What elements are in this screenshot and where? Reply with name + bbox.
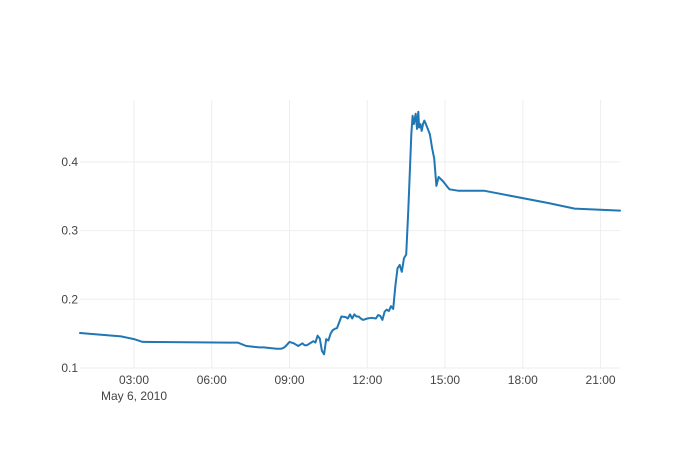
x-tick-label: 09:00: [275, 373, 305, 387]
series-line: [79, 110, 621, 356]
x-tick-sublabel: May 6, 2010: [101, 389, 167, 403]
x-tick-label: 15:00: [430, 373, 460, 387]
x-tick-label: 12:00: [352, 373, 382, 387]
x-tick-label: 03:00: [119, 373, 149, 387]
y-tick-label: 0.1: [61, 361, 78, 375]
axes: 03:00 May 6, 2010 06:00 09:00 12:00 15:00 18:0…: [61, 155, 616, 403]
x-tick-label: 06:00: [197, 373, 227, 387]
y-tick-label: 0.4: [61, 155, 78, 169]
x-tick-label: 21:00: [586, 373, 616, 387]
series-layer: [79, 110, 621, 356]
y-tick-label: 0.2: [61, 292, 78, 306]
x-tick-label: 18:00: [508, 373, 538, 387]
grid: [80, 100, 620, 369]
y-tick-label: 0.3: [61, 224, 78, 238]
